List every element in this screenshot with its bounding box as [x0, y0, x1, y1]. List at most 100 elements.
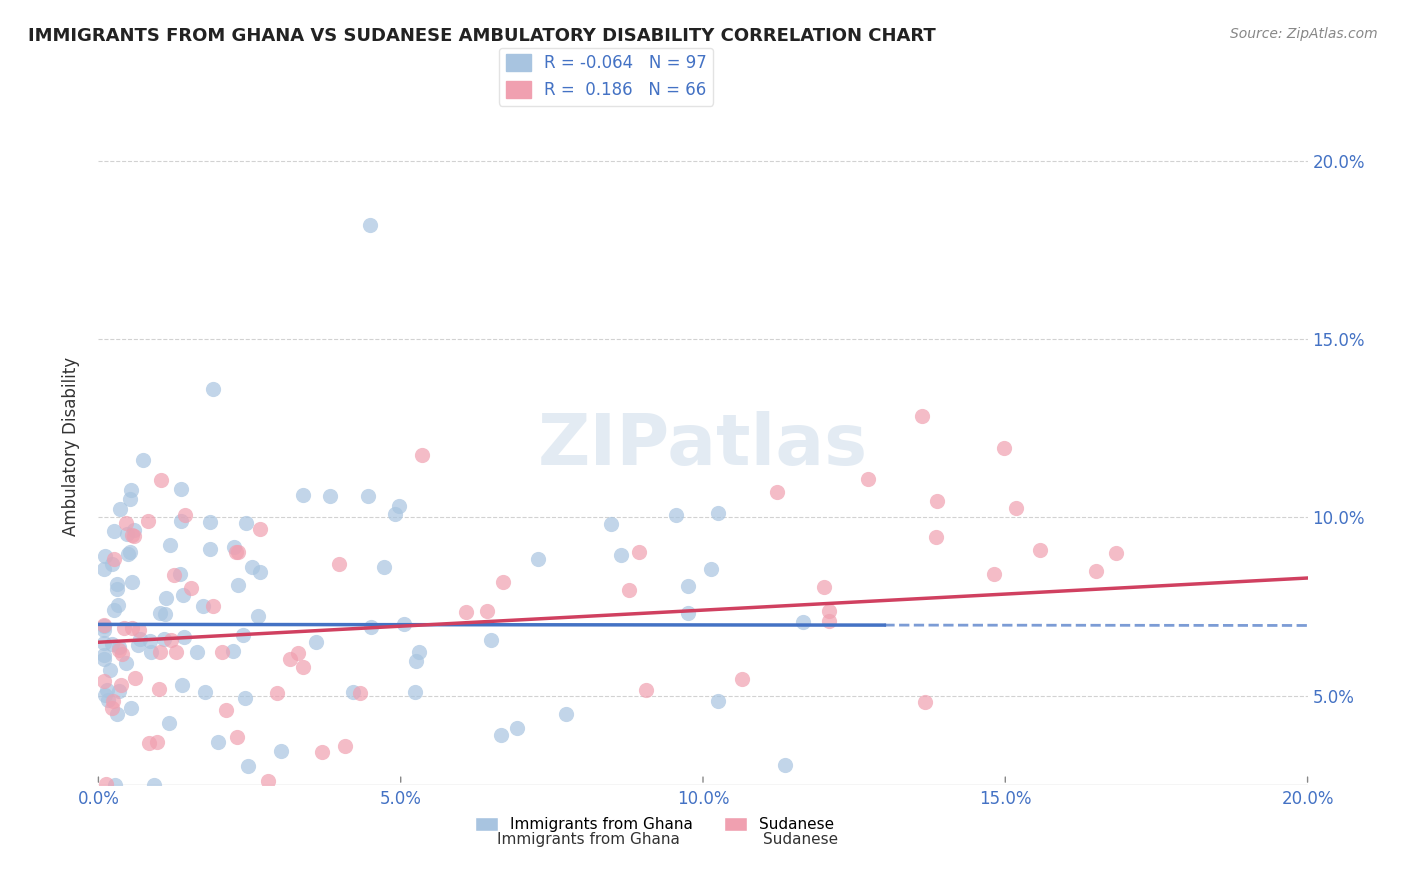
Point: [249, 522, 271, 536]
Point: [506, 721, 529, 735]
Text: ZIPatlas: ZIPatlas: [538, 411, 868, 481]
Point: [101, 557, 124, 571]
Point: [107, 598, 129, 612]
Point: [792, 615, 814, 629]
Point: [153, 632, 176, 647]
Point: [270, 744, 292, 758]
Point: [477, 604, 499, 618]
Point: [96, 682, 118, 697]
Point: [142, 778, 165, 792]
Point: [107, 683, 129, 698]
Point: [146, 735, 169, 749]
Point: [555, 706, 578, 721]
Point: [766, 484, 789, 499]
Point: [194, 685, 217, 699]
Point: [201, 382, 224, 396]
Point: [148, 681, 170, 696]
Point: [163, 567, 186, 582]
Point: [249, 566, 271, 580]
Point: [108, 501, 131, 516]
Point: [1105, 546, 1128, 560]
Point: [153, 607, 176, 622]
Point: [94, 777, 117, 791]
Point: [157, 715, 180, 730]
Point: [676, 606, 699, 620]
Point: [357, 489, 380, 503]
Point: [856, 472, 879, 486]
Point: [291, 488, 314, 502]
Point: [121, 574, 143, 589]
Point: [232, 628, 254, 642]
Text: IMMIGRANTS FROM GHANA VS SUDANESE AMBULATORY DISABILITY CORRELATION CHART: IMMIGRANTS FROM GHANA VS SUDANESE AMBULA…: [28, 27, 936, 45]
Point: [105, 576, 128, 591]
Point: [120, 701, 142, 715]
Point: [165, 645, 187, 659]
Point: [128, 632, 150, 646]
Point: [127, 638, 149, 652]
Point: [93, 689, 115, 703]
Point: [235, 691, 257, 706]
Point: [287, 646, 309, 660]
Point: [225, 545, 247, 559]
Point: [186, 645, 208, 659]
Point: [159, 538, 181, 552]
Point: [191, 599, 214, 613]
Point: [634, 683, 657, 698]
Point: [117, 547, 139, 561]
Point: [103, 603, 125, 617]
Point: [93, 623, 115, 637]
Point: [173, 508, 195, 522]
Point: [481, 633, 503, 648]
Point: [170, 514, 193, 528]
Point: [700, 562, 723, 576]
Point: [98, 663, 121, 677]
Point: [411, 448, 433, 462]
Point: [925, 530, 948, 544]
Point: [222, 540, 245, 554]
Point: [139, 645, 162, 659]
Point: [120, 483, 142, 497]
Point: [318, 489, 340, 503]
Point: [104, 778, 127, 792]
Point: [214, 703, 236, 717]
Point: [97, 693, 120, 707]
Point: [155, 591, 177, 605]
Point: [405, 654, 427, 668]
Point: [198, 515, 221, 529]
Point: [818, 615, 841, 629]
Point: [101, 701, 124, 715]
Point: [342, 685, 364, 699]
Point: [93, 562, 115, 576]
Point: [170, 482, 193, 496]
Point: [257, 774, 280, 789]
Point: [110, 678, 132, 692]
Point: [170, 677, 193, 691]
Point: [112, 621, 135, 635]
Text: Sudanese: Sudanese: [763, 832, 838, 847]
Point: [240, 560, 263, 574]
Point: [373, 559, 395, 574]
Point: [238, 759, 260, 773]
Text: Source: ZipAtlas.com: Source: ZipAtlas.com: [1230, 27, 1378, 41]
Point: [198, 541, 221, 556]
Point: [914, 695, 936, 709]
Point: [221, 644, 243, 658]
Point: [107, 642, 129, 657]
Point: [93, 673, 115, 688]
Point: [115, 516, 138, 530]
Point: [211, 645, 233, 659]
Point: [114, 657, 136, 671]
Point: [676, 579, 699, 593]
Point: [384, 507, 406, 521]
Point: [388, 500, 411, 514]
Point: [983, 566, 1005, 581]
Point: [226, 545, 249, 559]
Point: [226, 578, 249, 592]
Point: [93, 618, 115, 632]
Point: [408, 645, 430, 659]
Point: [610, 548, 633, 562]
Point: [93, 652, 115, 666]
Point: [600, 517, 623, 532]
Point: [101, 694, 124, 708]
Legend: Immigrants from Ghana, Sudanese: Immigrants from Ghana, Sudanese: [470, 811, 841, 838]
